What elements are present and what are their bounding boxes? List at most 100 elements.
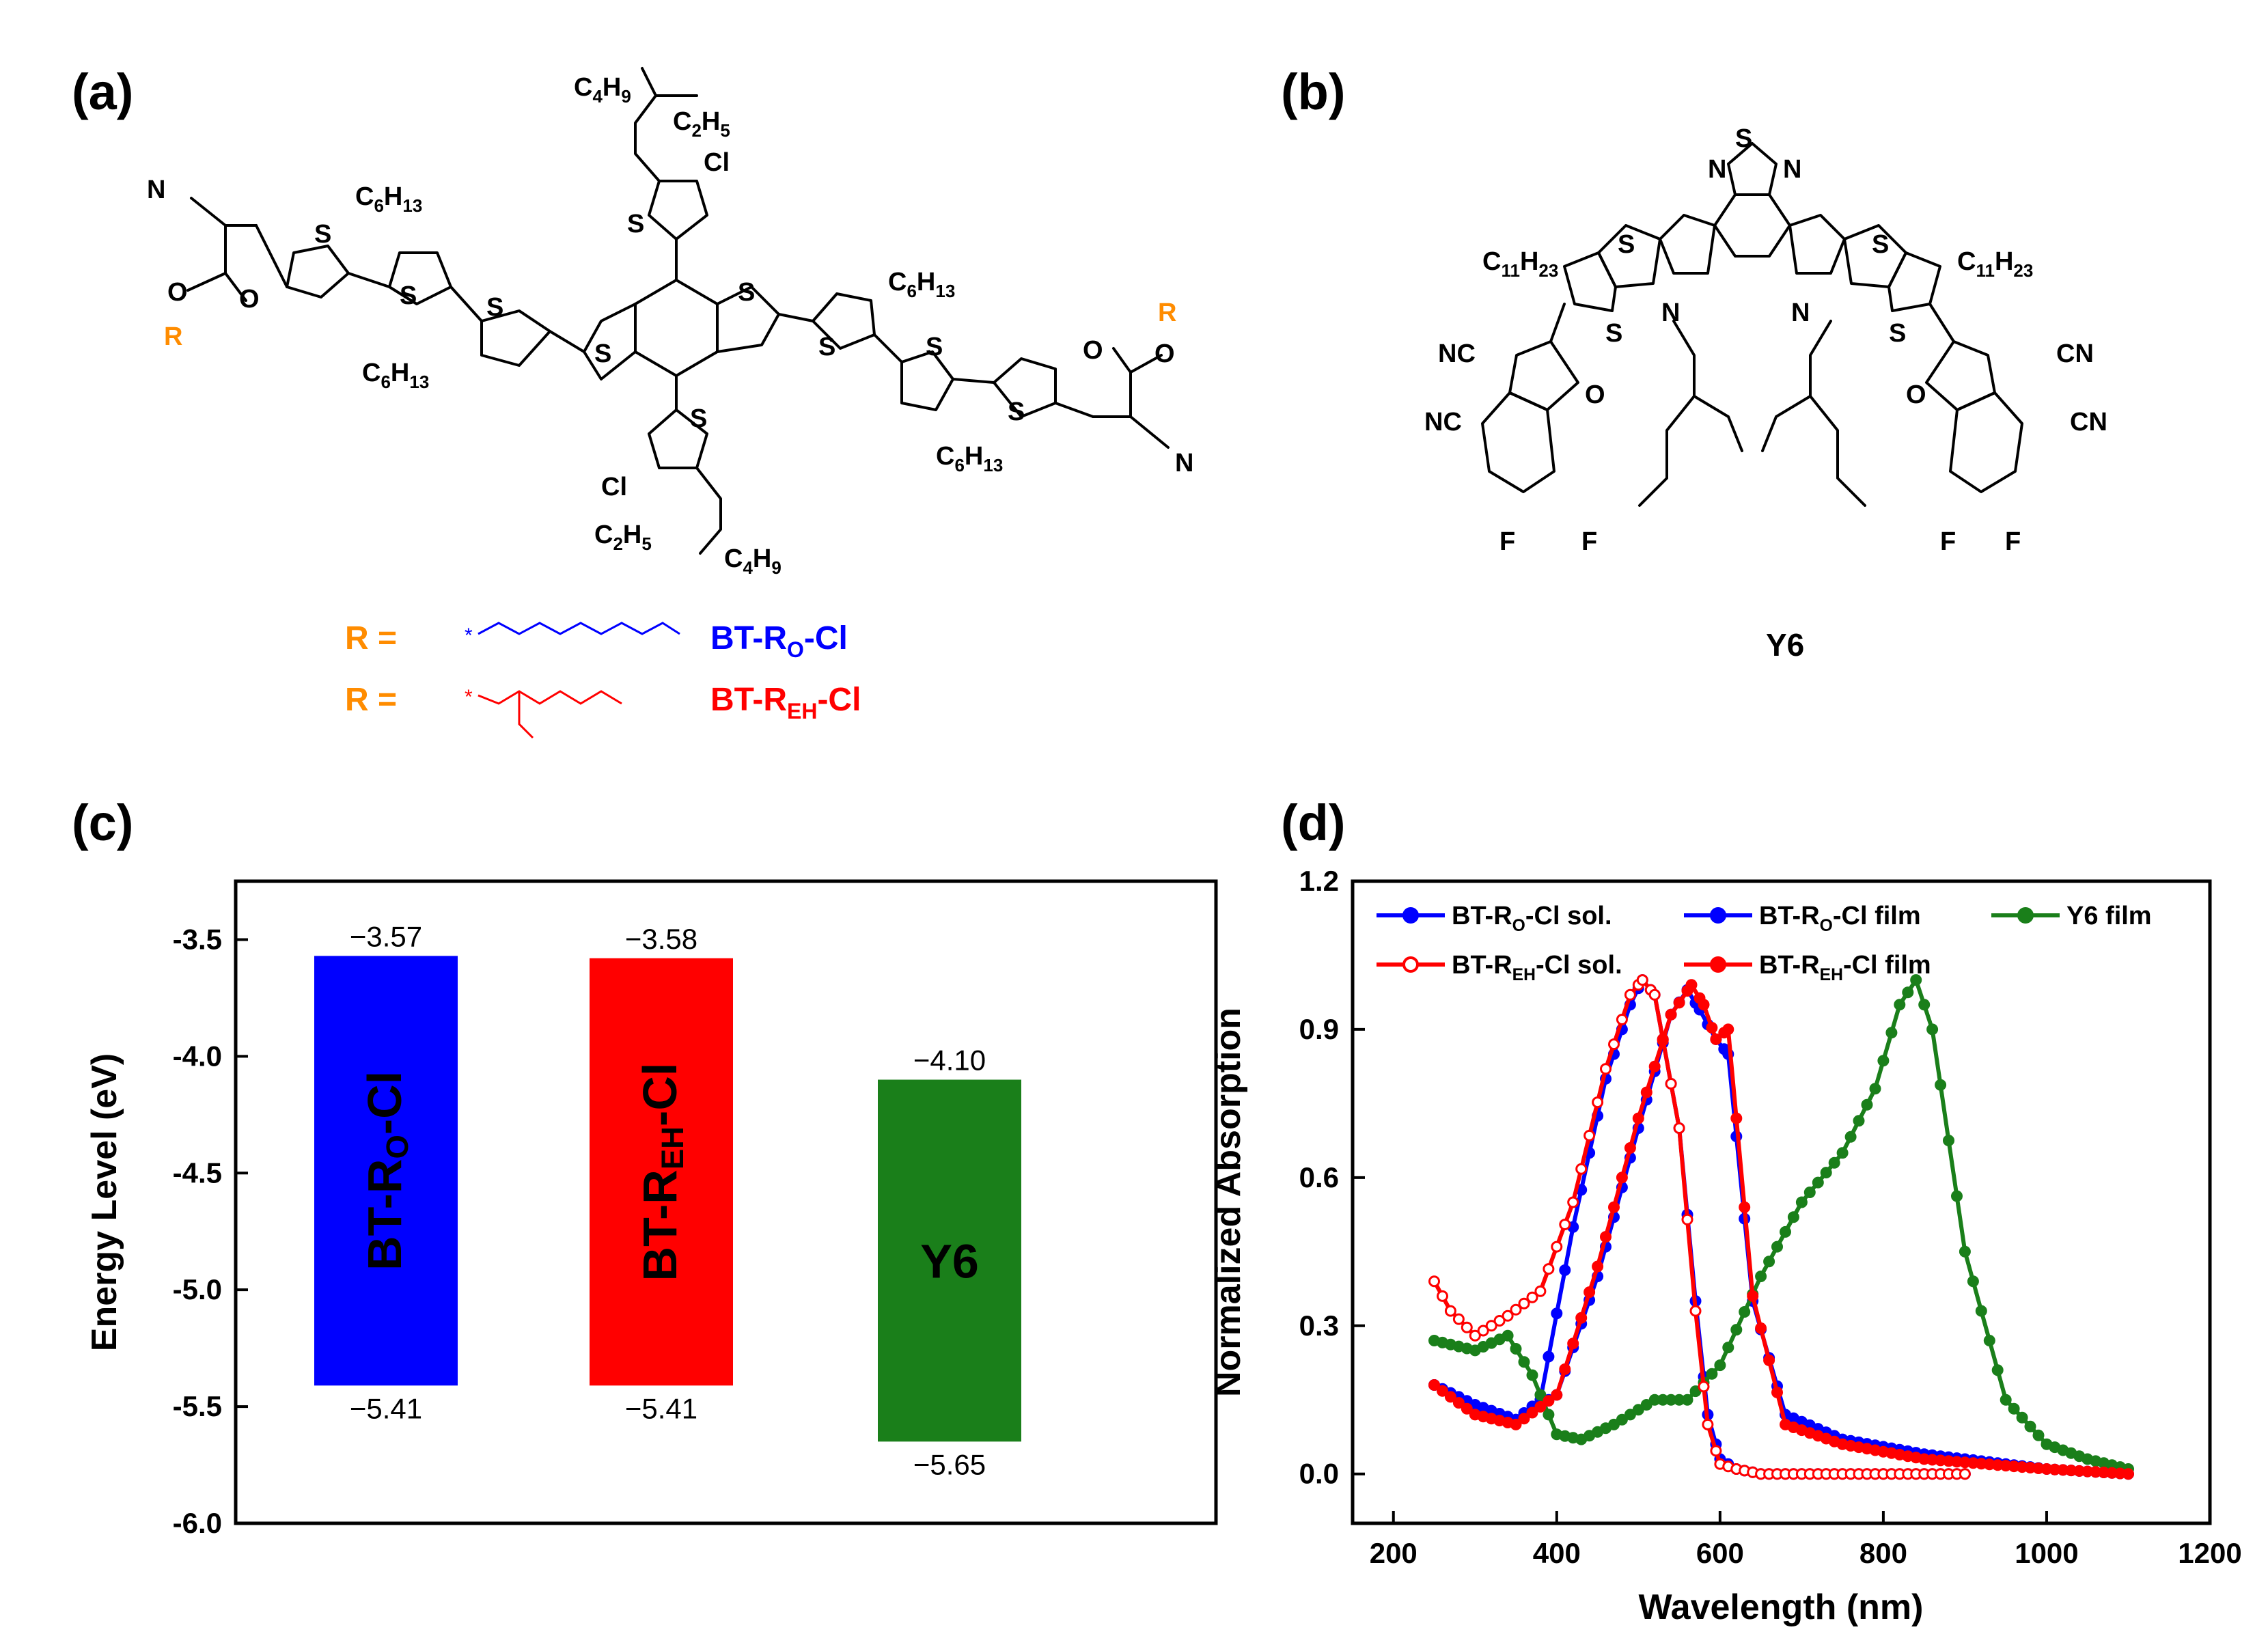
atom-s: S [486,293,503,322]
data-point [1477,1325,1489,1337]
data-point [1689,1305,1702,1317]
data-point [1648,988,1661,1001]
data-point [1518,1356,1530,1368]
data-point [1640,1399,1652,1411]
data-point [1657,1034,1669,1047]
series-bt-reh-cl-film [1428,979,2134,1480]
y-axis-title-c: Energy Level (eV) [85,1053,124,1351]
atom-o: O [167,278,188,307]
bdt-benzene-ring [634,279,719,377]
data-point [1437,1290,1448,1302]
right-thiophene-3 [900,350,954,411]
data-point [1714,1359,1726,1372]
top-c2h5: C2H5 [673,107,730,141]
legend-marker [2017,907,2034,924]
y6-left-pyrrole [1659,214,1716,275]
series-bt-reh-cl-sol- [1428,974,1971,1480]
data-point [1763,1354,1775,1366]
y6-right-benzene [1949,391,2023,493]
data-point [1510,1303,1522,1316]
data-point [1600,1063,1612,1075]
data-point [1991,1364,2004,1376]
left-thiophene-3 [388,251,452,305]
data-point [1616,1413,1628,1426]
data-point [1444,1391,1456,1403]
data-point [1543,1350,1555,1363]
legend-entry: BT-RO-Cl sol. [1377,902,1612,935]
panel-d-label: (d) [1281,794,1346,851]
bar-name: Y6 [920,1234,979,1288]
data-point [1710,1033,1722,1045]
atom-s: S [627,210,644,238]
data-point [1534,1389,1547,1401]
x-tick-label-d: 800 [1859,1537,1907,1569]
y6-left-benzene [1481,391,1555,493]
data-point [1943,1135,1954,1147]
atom-f: F [2005,527,2021,556]
panel-a-label: (a) [72,64,133,120]
bottom-c4h9: C4H9 [724,544,782,578]
legend-label: BT-RO-Cl sol. [1452,902,1612,935]
homo-label: −5.65 [913,1448,986,1480]
atom-cn: CN [2070,408,2107,436]
y-axis-title-d: Normalized Absorption [1208,1008,1248,1397]
data-point [1469,1329,1481,1342]
data-point [1918,999,1931,1011]
atom-n: N [1783,155,1801,184]
atom-cl: Cl [704,148,730,177]
ethylhexyl-chain [478,690,622,705]
bar-name: BT-REH-Cl [633,1063,690,1281]
homo-label: −5.41 [625,1392,697,1424]
data-point [1428,1379,1440,1391]
data-point [1755,1322,1767,1334]
panel-b-label: (b) [1281,64,1346,120]
legend-label: BT-REH-Cl film [1759,951,1931,984]
legend-entry: BT-REH-Cl sol. [1377,951,1622,984]
atom-s: S [818,333,835,361]
data-point [1894,999,1906,1011]
data-point [1608,1418,1620,1430]
atom-nc: NC [1424,408,1462,436]
data-point [1485,1320,1497,1332]
data-point [1502,1310,1514,1322]
data-point [1624,988,1636,1001]
panel-c-label: (c) [72,794,133,851]
data-point [1526,1291,1538,1303]
atom-s: S [1889,319,1906,348]
atom-r-left: R [164,322,182,351]
data-point [1510,1418,1522,1430]
atom-n: N [1661,299,1680,327]
data-point [1771,1241,1783,1253]
attach-star: * [465,686,473,708]
left-thiophene-4 [286,245,350,299]
octyl-chain [478,622,680,635]
data-point [1551,1307,1563,1320]
data-point [1428,1275,1440,1288]
data-point [1518,1413,1530,1425]
x-tick-label-d: 200 [1370,1537,1418,1569]
y-tick-label-d: 0.0 [1299,1458,1339,1490]
data-point [1452,1397,1465,1409]
data-point [1869,1083,1881,1095]
data-point [1828,1156,1840,1169]
data-point [1551,1241,1563,1253]
data-point [1543,1409,1555,1421]
data-point [1584,1286,1596,1299]
data-point [1673,997,1685,1009]
bdt-right-thiophene [716,286,780,353]
data-point [1551,1389,1563,1401]
r-definitions: R = * BT-RO-Cl R = * BT-REH-Cl [345,620,861,739]
r-def-2-name: BT-REH-Cl [710,682,861,723]
y-tick-label-d: 0.3 [1299,1310,1339,1342]
data-point [1543,1395,1555,1407]
plot-frame-d [1351,879,2212,1525]
data-point [1803,1187,1816,1198]
data-point [1559,1363,1571,1375]
r-def-2-eq: R = [345,682,397,718]
bar-name: BT-RO-Cl [358,1071,415,1271]
data-point [2000,1394,2012,1406]
lumo-label: −3.57 [350,920,422,952]
data-point [1437,1385,1448,1397]
data-point [1526,1406,1538,1419]
x-tick-label-d: 400 [1533,1537,1581,1569]
